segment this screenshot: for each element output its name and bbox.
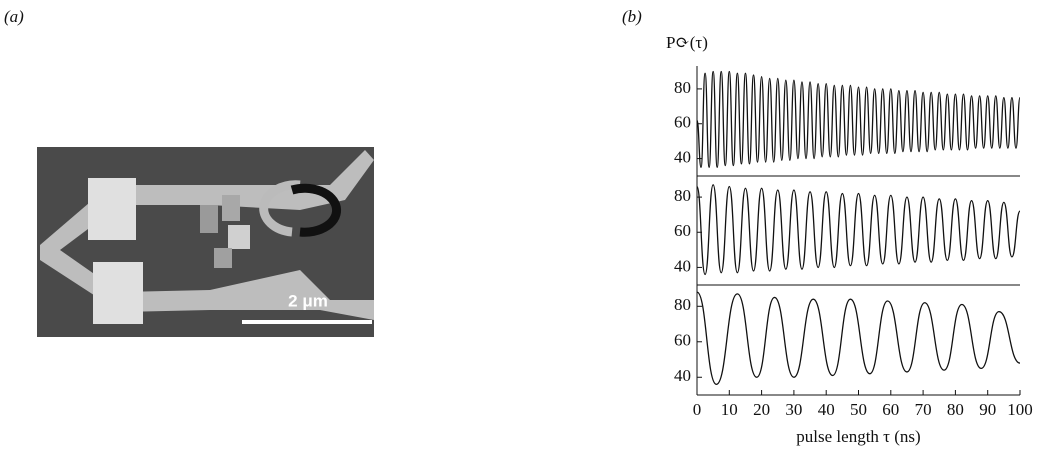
x-tick-label: 80 [947,400,964,419]
island [228,225,250,249]
x-tick-label: 60 [882,400,899,419]
x-tick-label: 20 [753,400,770,419]
scale-bar-label: 2 μm [288,291,328,310]
data-line [696,291,1021,386]
junction [88,178,136,240]
x-tick-label: 40 [818,400,835,419]
junction [93,262,143,324]
y-tick-label: 40 [674,366,691,385]
y-tick-label: 80 [674,295,691,314]
island [200,205,218,233]
x-axis-label: pulse length τ (ns) [796,427,920,446]
rotation-arrow [290,183,342,237]
x-tick-label: 70 [915,400,932,419]
panel-label: (a) [4,7,24,26]
y-tick-label: 40 [674,256,691,275]
island [214,248,232,268]
y-tick-label: 80 [674,186,691,205]
data-line [696,184,1021,276]
y-axis-label: P⟳(τ) [666,33,708,52]
y-tick-label: 40 [674,147,691,166]
rotation-arrow [259,180,301,237]
sem-image: 2 μm [37,147,374,337]
y-tick-label: 60 [674,113,691,132]
x-tick-label: 90 [979,400,996,419]
x-tick-label: 50 [850,400,867,419]
y-tick-label: 60 [674,331,691,350]
island [222,195,240,221]
x-tick-label: 0 [693,400,702,419]
y-tick-label: 60 [674,221,691,240]
y-tick-label: 80 [674,78,691,97]
data-line [696,70,1021,168]
panel-label: (b) [622,7,642,26]
x-tick-label: 30 [785,400,802,419]
x-tick-label: 10 [721,400,738,419]
x-tick-label: 100 [1007,400,1033,419]
